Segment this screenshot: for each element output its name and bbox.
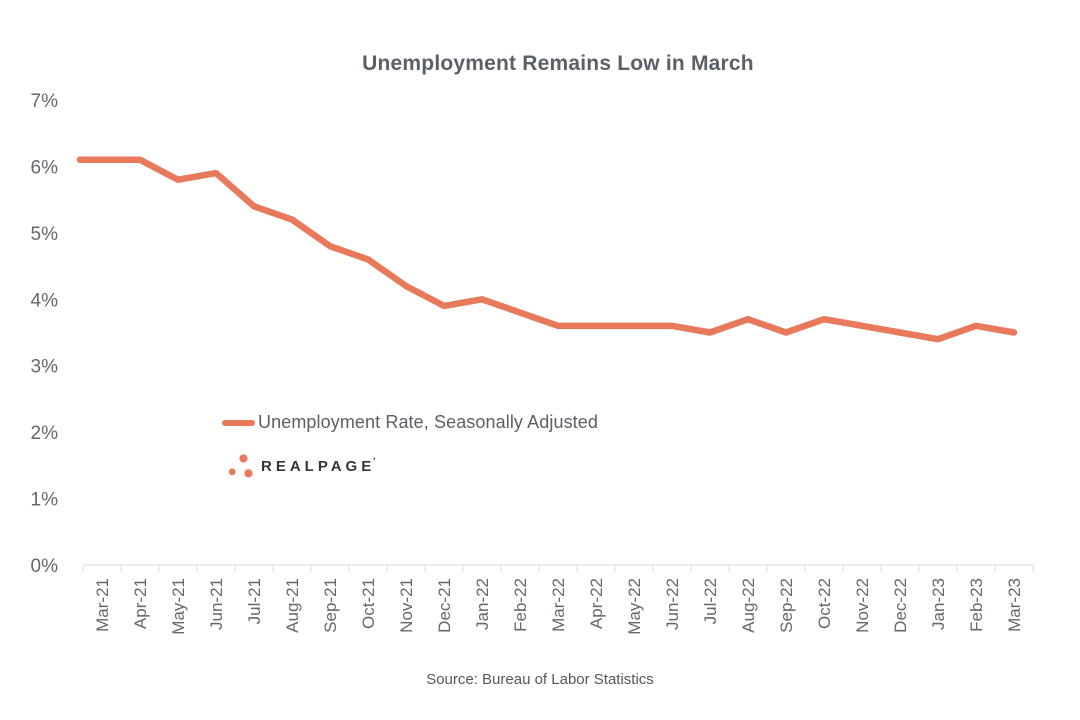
x-axis-label: Aug-21	[283, 578, 302, 633]
x-axis-label: Sep-21	[321, 578, 340, 633]
x-axis-label: Dec-21	[435, 578, 454, 633]
x-axis-label: Aug-22	[739, 578, 758, 633]
chart-title: Unemployment Remains Low in March	[362, 52, 754, 75]
x-axis-label: Jan-22	[473, 578, 492, 630]
realpage-logo: REALPAGE'	[228, 452, 381, 479]
x-axis-label: Apr-21	[131, 578, 150, 629]
trademark-mark: '	[373, 456, 380, 466]
realpage-wordmark: REALPAGE'	[261, 456, 380, 475]
y-axis-label: 3%	[31, 357, 59, 378]
x-axis-label: Mar-21	[93, 578, 112, 632]
x-axis-label: Nov-21	[397, 578, 416, 633]
unemployment-rate-line	[76, 156, 1018, 343]
x-axis-label: Sep-22	[777, 578, 796, 633]
y-axis-label: 7%	[31, 91, 59, 112]
x-axis-label: Jan-23	[929, 578, 948, 630]
x-axis-label: Jun-21	[207, 578, 226, 630]
x-axis-label: Jul-22	[701, 578, 720, 624]
y-axis-label: 0%	[31, 556, 59, 577]
x-axis-label: Jul-21	[245, 578, 264, 624]
y-axis-label: 2%	[31, 423, 59, 444]
x-axis-label: Feb-22	[511, 578, 530, 632]
y-axis-label: 1%	[31, 490, 59, 511]
realpage-dots-icon	[228, 454, 253, 478]
x-axis-label: Mar-23	[1005, 578, 1024, 632]
source-note: Source: Bureau of Labor Statistics	[426, 671, 654, 688]
legend-line-swatch	[222, 419, 255, 426]
legend-label: Unemployment Rate, Seasonally Adjusted	[258, 412, 598, 432]
x-axis-label: Dec-22	[891, 578, 910, 633]
x-axis-label: Oct-22	[815, 578, 834, 629]
x-axis-label: Nov-22	[853, 578, 872, 633]
x-axis-label: May-22	[625, 578, 644, 635]
x-axis-label: May-21	[169, 578, 188, 635]
y-axis-label: 4%	[31, 290, 59, 311]
x-axis-label: Jun-22	[663, 578, 682, 630]
legend: Unemployment Rate, Seasonally Adjusted	[222, 412, 598, 433]
y-axis-label: 5%	[31, 224, 59, 245]
x-axis-label: Mar-22	[549, 578, 568, 632]
y-axis-label: 6%	[31, 157, 59, 178]
x-axis-label: Feb-23	[967, 578, 986, 632]
x-axis-label: Apr-22	[587, 578, 606, 629]
x-axis-label: Oct-21	[359, 578, 378, 629]
